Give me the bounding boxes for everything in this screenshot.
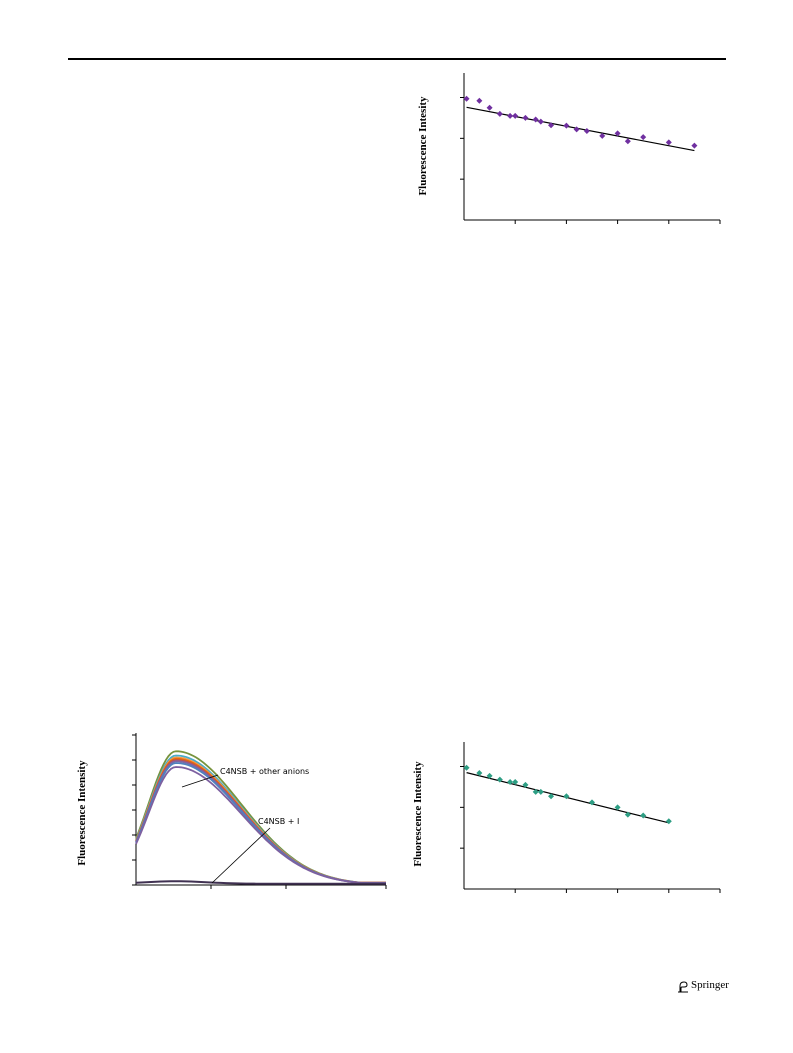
data-point [522, 781, 529, 788]
data-point [640, 812, 647, 819]
data-point [563, 122, 570, 129]
data-point [665, 139, 672, 146]
data-point [537, 788, 544, 795]
data-point [624, 138, 631, 145]
data-point [476, 770, 483, 777]
data-point [476, 97, 483, 104]
annotation-pointer [211, 827, 271, 884]
data-point [548, 122, 555, 129]
data-point [599, 132, 606, 139]
series-line [135, 880, 386, 885]
data-point [463, 95, 470, 102]
data-point [486, 772, 493, 779]
trendline [466, 106, 695, 152]
data-point [507, 779, 514, 786]
data-point [614, 130, 621, 137]
data-point [665, 818, 672, 825]
data-point [589, 799, 595, 806]
data-point [640, 134, 647, 141]
data-point [532, 116, 539, 123]
data-point [691, 142, 698, 149]
data-point [522, 114, 529, 121]
chart-bottom-left: C4NSB + other anions C4NSB + I [132, 733, 387, 889]
annotation-label: C4NSB + other anions [220, 767, 309, 776]
y-axis-label: Fluorescence Intensity [412, 761, 424, 867]
y-axis-label: Fluorescence Intensity [76, 760, 88, 866]
data-point [548, 793, 555, 800]
data-point [537, 118, 544, 125]
publisher-name: Springer [691, 979, 729, 991]
y-axis-label: Fluorescence Intesity [417, 96, 429, 196]
data-point [496, 110, 503, 117]
data-point [486, 104, 493, 111]
data-point [507, 112, 514, 119]
annotation-label: C4NSB + I [258, 817, 299, 826]
data-point [496, 776, 503, 783]
chart-top-right [460, 73, 721, 224]
data-point [512, 779, 519, 786]
series-line [135, 766, 386, 884]
data-point [532, 788, 539, 795]
data-point [463, 764, 470, 771]
data-point [563, 793, 570, 800]
header-rule [68, 58, 726, 60]
annotation-pointer [181, 774, 219, 788]
springer-logo-icon [678, 981, 688, 993]
chart-bottom-right [460, 742, 721, 893]
data-point [614, 804, 621, 811]
data-point [512, 112, 519, 119]
data-point [573, 126, 580, 133]
data-point [583, 127, 590, 134]
data-point [624, 811, 631, 818]
